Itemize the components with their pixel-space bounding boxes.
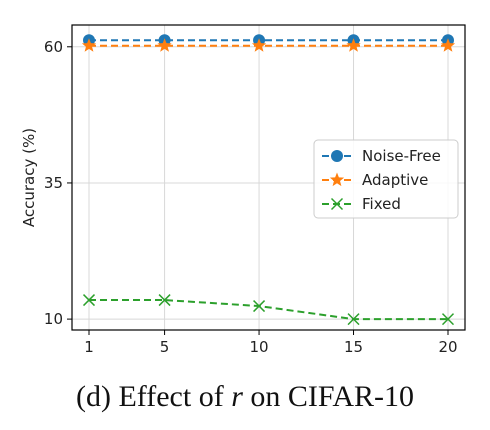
x-tick-label: 15: [344, 338, 363, 356]
caption-suffix: on CIFAR-10: [242, 380, 414, 413]
caption-variable: r: [231, 380, 243, 413]
legend-label: Adaptive: [362, 171, 428, 189]
x-marker: [158, 294, 171, 307]
figure-caption: (d) Effect of r on CIFAR-10: [0, 380, 490, 414]
caption-prefix: (d) Effect of: [75, 380, 232, 413]
y-tick-label: 35: [44, 174, 63, 192]
series-noise-free: [83, 34, 454, 47]
x-tick-label: 10: [250, 338, 269, 356]
star-marker: [157, 38, 172, 52]
x-marker-stroke: [441, 313, 455, 326]
series-fixed: [82, 294, 455, 326]
legend-item: Adaptive: [322, 171, 428, 189]
legend-item: Noise-Free: [322, 147, 441, 165]
legend-label: Fixed: [362, 195, 401, 213]
legend-item: Fixed: [322, 195, 401, 213]
star-marker: [440, 38, 456, 52]
x-tick-label: 5: [160, 338, 170, 356]
y-tick-label: 60: [44, 38, 63, 56]
x-marker: [253, 300, 266, 313]
x-tick-label: 1: [84, 338, 94, 356]
x-marker-stroke: [158, 294, 171, 307]
circle-marker: [331, 150, 343, 162]
x-marker-stroke: [253, 300, 266, 313]
x-marker: [82, 294, 96, 307]
legend: Noise-Free Adaptive Fixed: [313, 139, 459, 219]
star-marker: [346, 38, 361, 52]
x-marker-stroke: [330, 197, 344, 211]
x-marker: [441, 313, 455, 326]
x-marker-stroke: [347, 313, 360, 326]
x-marker: [330, 197, 344, 211]
x-marker-stroke: [82, 294, 96, 307]
legend-label: Noise-Free: [362, 147, 441, 165]
series-layer: [81, 34, 456, 326]
series-line: [89, 299, 448, 321]
star-marker: [81, 38, 97, 52]
legend-box: [313, 139, 459, 219]
plot-frame: [71, 24, 466, 331]
x-marker: [347, 313, 360, 326]
x-tick-label: 20: [438, 338, 457, 356]
y-tick-label: 10: [44, 310, 63, 328]
series-adaptive: [81, 38, 456, 52]
y-axis-label: Accuracy (%): [20, 128, 38, 227]
star-marker: [329, 172, 345, 187]
star-marker: [251, 38, 267, 52]
